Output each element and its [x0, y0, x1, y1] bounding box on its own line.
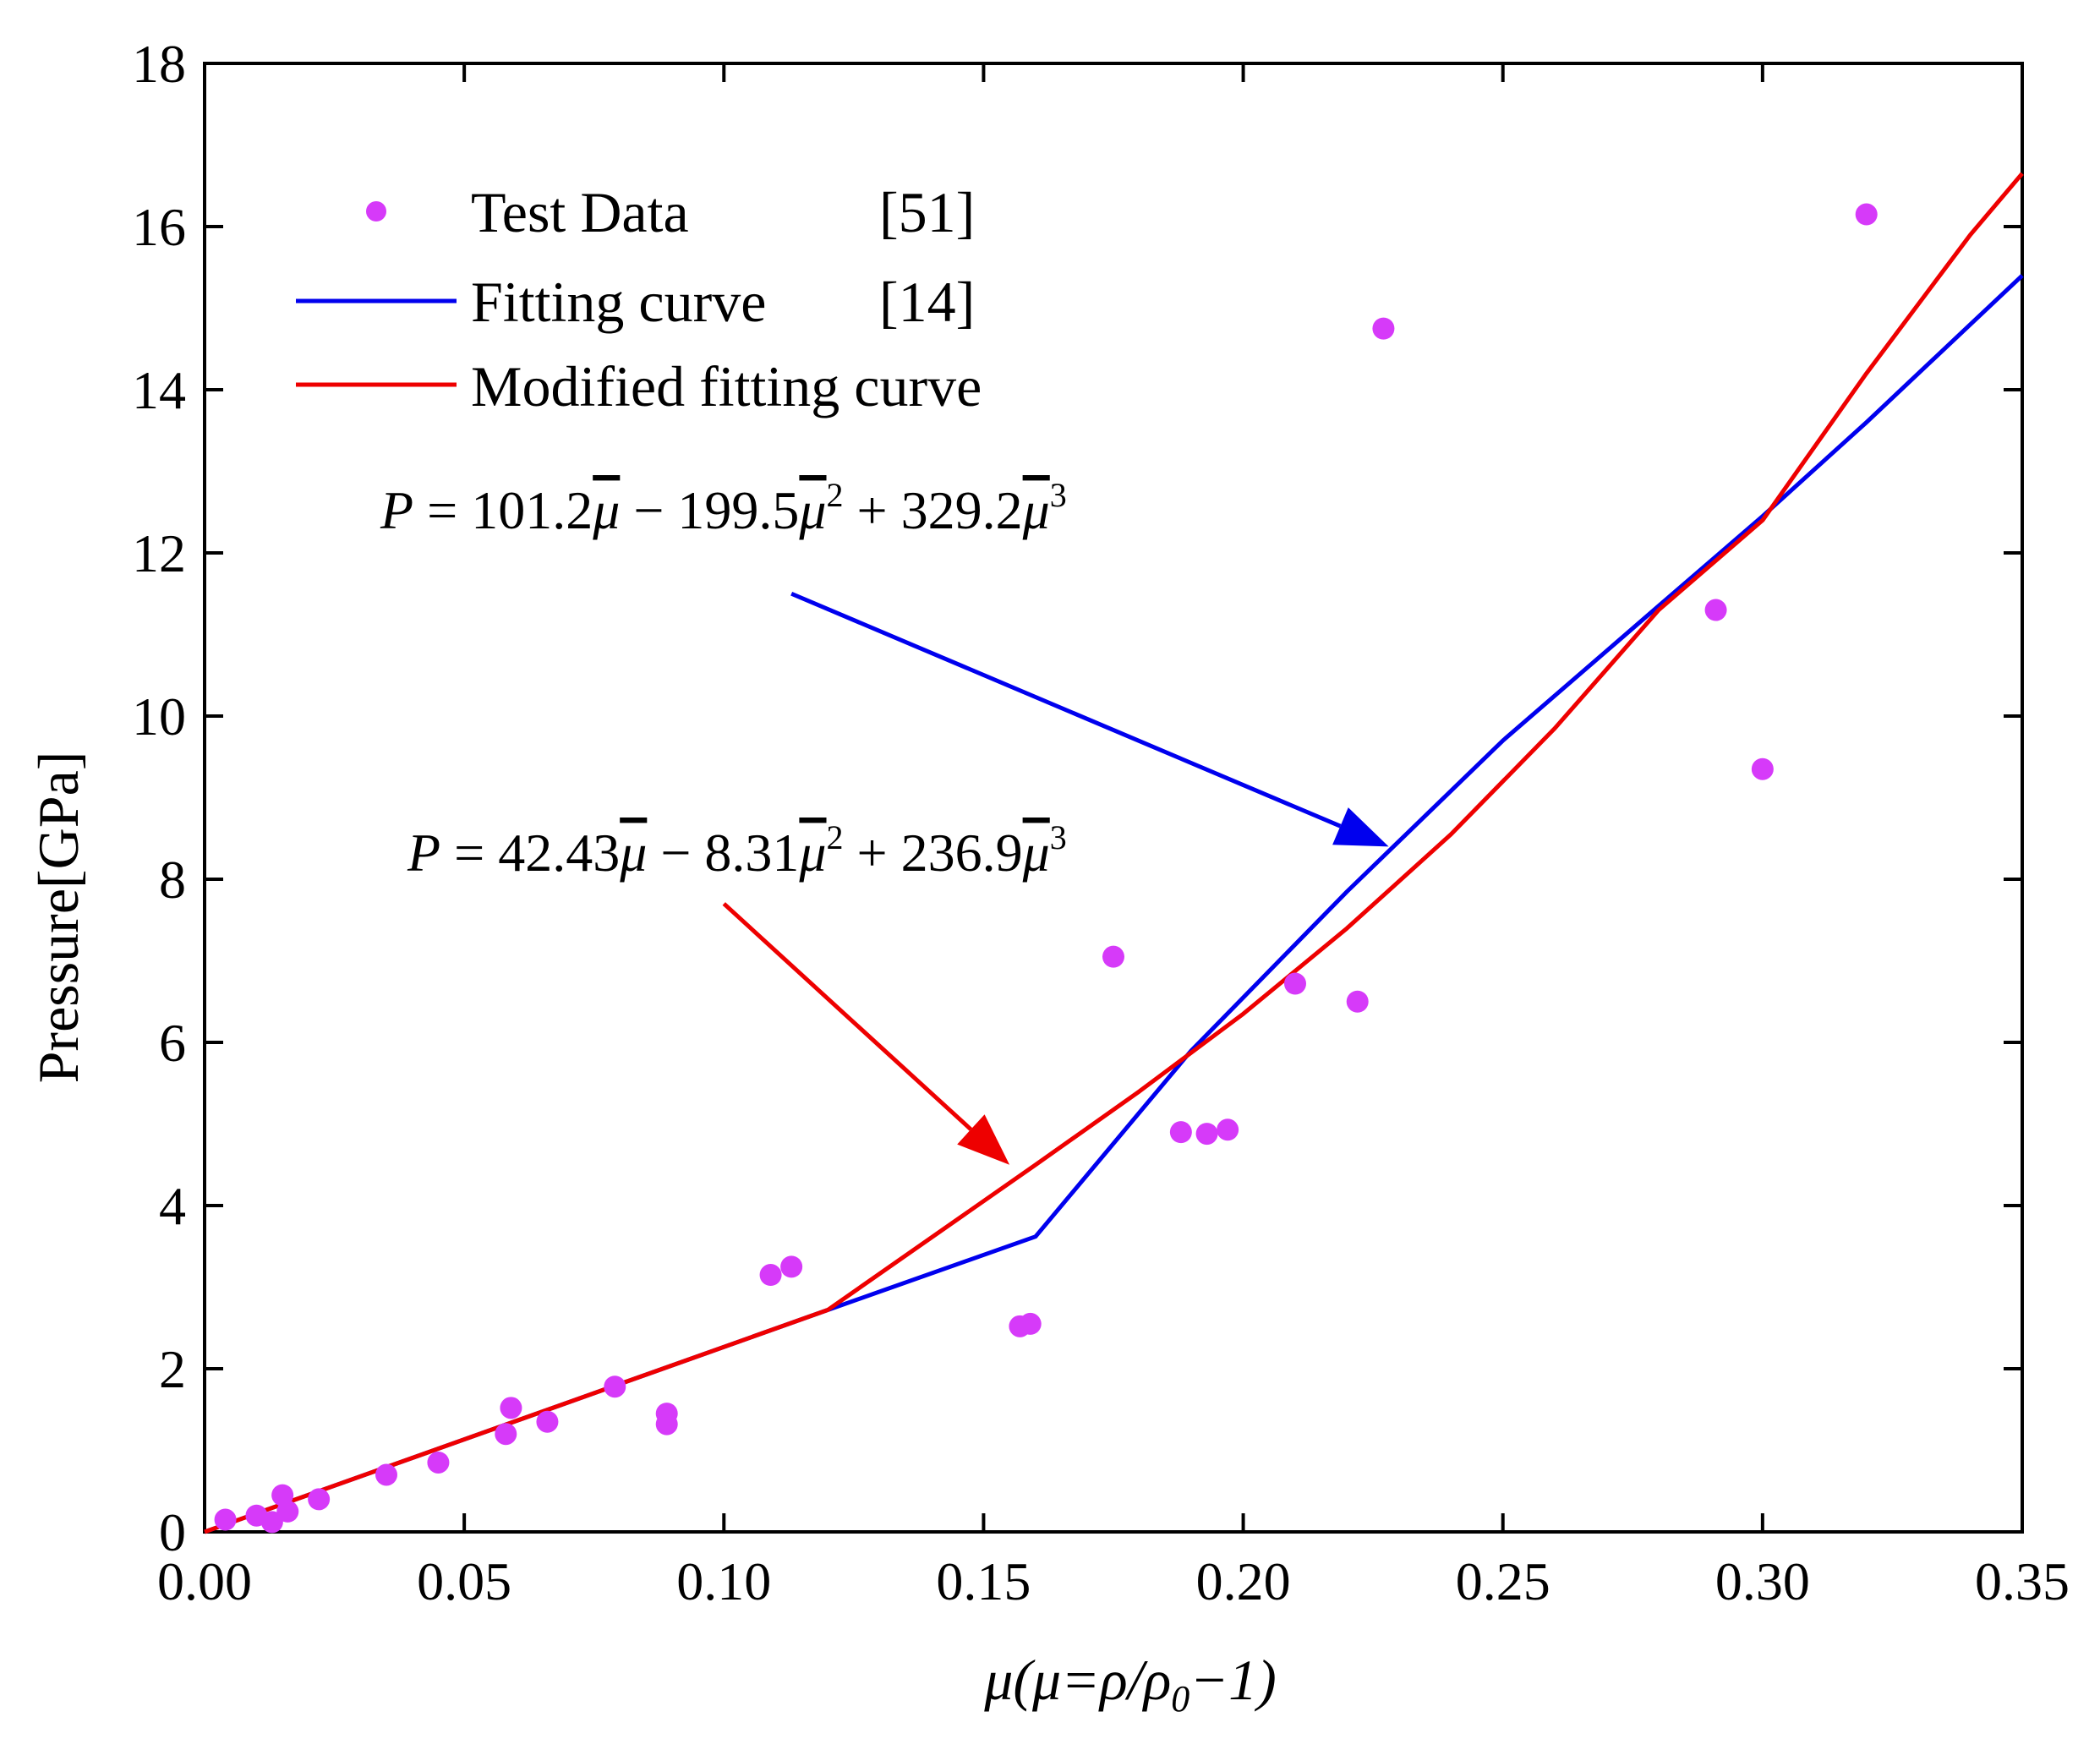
x-axis-title: μ(μ=ρ/ρ0−1) — [983, 1648, 1277, 1720]
data-point-test-data — [1019, 1312, 1042, 1335]
legend-label-modified-fitting-curve: Modified fitting curve — [471, 354, 982, 418]
series-points — [214, 203, 1878, 1534]
legend-marker-test-data — [366, 201, 386, 221]
data-point-test-data — [780, 1255, 803, 1278]
data-point-test-data — [495, 1423, 517, 1446]
x-tick-label: 0.25 — [1456, 1551, 1550, 1611]
legend-ref-fitting-curve: [14] — [879, 270, 975, 334]
series-line-modified-fitting-curve — [204, 172, 2024, 1534]
data-point-test-data — [1346, 990, 1369, 1013]
y-tick-label: 2 — [159, 1339, 186, 1399]
equation-blue: P = 101.2μ − 199.5μ2 + 329.2μ3 — [380, 476, 1067, 540]
annotation-arrows — [722, 591, 1389, 1165]
data-point-test-data — [260, 1511, 283, 1534]
plot-border — [203, 62, 2024, 1534]
data-point-test-data — [1102, 945, 1124, 968]
data-point-test-data — [655, 1413, 678, 1436]
data-point-test-data — [500, 1397, 522, 1419]
equation-red: P = 42.43μ − 8.31μ2 + 236.9μ3 — [407, 818, 1067, 883]
y-axis-title: Pressure[GPa] — [26, 752, 90, 1084]
data-point-test-data — [1284, 972, 1306, 995]
annotation-arrow-shaft — [790, 591, 1342, 829]
data-point-test-data — [1855, 203, 1878, 226]
axis-ticks: 0.00 0.05 0.10 0.15 0.20 0.25 0.30 0.35 0 2 4 6 8 10 1… — [132, 34, 2070, 1611]
series-lines — [204, 172, 2024, 1534]
annotation-arrow-head — [957, 1114, 1010, 1165]
data-point-test-data — [604, 1375, 626, 1398]
data-point-test-data — [1704, 599, 1727, 621]
legend-label-test-data: Test Data — [471, 180, 689, 244]
legend-label-fitting-curve: Fitting curve — [471, 270, 766, 334]
data-point-test-data — [536, 1410, 559, 1433]
annotation-arrow-shaft — [722, 902, 973, 1131]
data-point-test-data — [1751, 757, 1774, 780]
plot-frame — [203, 62, 2024, 1534]
series-line-fitting-curve — [204, 274, 2024, 1534]
y-tick-label: 8 — [159, 850, 186, 910]
x-tick-label: 0.35 — [1975, 1551, 2070, 1611]
x-tick-label: 0.15 — [936, 1551, 1031, 1611]
x-tick-label: 0.30 — [1715, 1551, 1810, 1611]
legend: Test Data [51] Fitting curve [14] Modifi… — [296, 180, 982, 418]
y-tick-label: 16 — [132, 197, 186, 257]
data-point-test-data — [759, 1264, 782, 1287]
y-tick-label: 0 — [159, 1502, 186, 1562]
data-point-test-data — [1195, 1123, 1218, 1146]
data-point-test-data — [375, 1463, 397, 1486]
data-point-test-data — [427, 1451, 450, 1474]
x-tick-label: 0.20 — [1196, 1551, 1291, 1611]
x-tick-label: 0.05 — [417, 1551, 511, 1611]
data-point-test-data — [308, 1488, 331, 1511]
y-tick-label: 4 — [159, 1176, 186, 1236]
y-tick-label: 10 — [132, 686, 186, 746]
data-point-test-data — [276, 1500, 299, 1523]
annotation-arrow-head — [1332, 807, 1389, 847]
data-point-test-data — [214, 1508, 237, 1531]
y-tick-label: 14 — [132, 360, 186, 420]
x-tick-label: 0.10 — [676, 1551, 771, 1611]
data-point-test-data — [1372, 317, 1395, 340]
y-tick-label: 6 — [159, 1013, 186, 1073]
data-point-test-data — [1169, 1121, 1192, 1144]
data-point-test-data — [1217, 1118, 1239, 1141]
y-tick-label: 12 — [132, 523, 186, 583]
y-tick-label: 18 — [132, 34, 186, 94]
x-tick-label: 0.00 — [157, 1551, 252, 1611]
legend-ref-test-data: [51] — [879, 180, 975, 244]
